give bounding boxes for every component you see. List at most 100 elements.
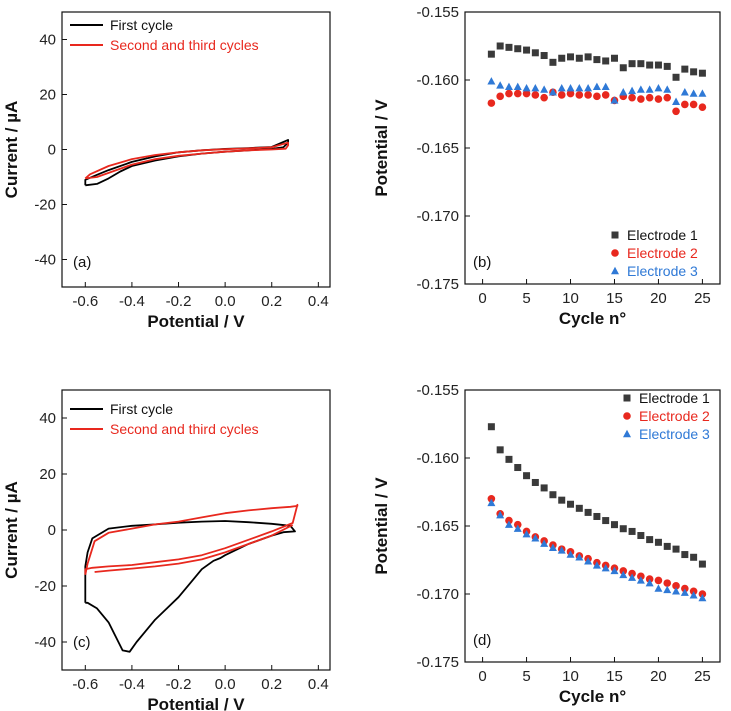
data-point-square <box>619 64 627 72</box>
x-tick-label: 0.4 <box>308 676 329 693</box>
data-point-square <box>496 42 504 50</box>
data-point-square <box>531 49 539 57</box>
data-point-circle <box>531 91 540 99</box>
data-point-triangle <box>496 81 505 89</box>
data-point-triangle <box>566 550 575 558</box>
series-line <box>84 138 290 187</box>
x-tick-label: -0.2 <box>166 676 192 693</box>
data-point-square <box>663 542 671 550</box>
data-point-circle <box>601 91 610 99</box>
x-tick-label: -0.6 <box>72 676 98 693</box>
panel-tag: (d) <box>473 632 491 649</box>
data-point-triangle <box>663 85 672 93</box>
plot-frame <box>61 11 331 288</box>
x-tick-label: 10 <box>562 668 579 685</box>
data-point-circle <box>654 576 663 585</box>
data-point-triangle <box>592 82 601 90</box>
legend-label: Electrode 2 <box>627 245 698 261</box>
legend-label: Electrode 1 <box>627 227 698 243</box>
x-tick-label: 0.0 <box>215 293 236 310</box>
data-point-square <box>637 532 645 540</box>
x-tick-label: 0 <box>478 668 486 685</box>
y-tick-label: -0.175 <box>416 654 459 671</box>
data-point-triangle <box>575 83 584 92</box>
data-point-circle <box>645 93 654 102</box>
x-tick-label: 20 <box>650 668 667 685</box>
x-tick-label: -0.2 <box>166 293 192 310</box>
data-point-square <box>602 517 610 525</box>
data-point-triangle <box>689 89 698 97</box>
panel-b-potential-vs-cycle: 0 5 10 15 20 25 -0.175 -0.170 -0.165 -0.160 -0.155… <box>372 4 721 328</box>
data-point-triangle <box>584 83 593 92</box>
data-point-square <box>593 56 601 64</box>
data-point-square <box>623 394 631 402</box>
plot-frame <box>464 11 721 285</box>
data-point-circle <box>623 412 631 420</box>
y-tick-label: -0.165 <box>416 518 459 535</box>
data-point-triangle <box>557 546 566 554</box>
y-axis-label: Current / µA <box>2 101 21 199</box>
data-point-square <box>610 54 618 62</box>
data-point-square <box>496 446 504 454</box>
data-point-triangle <box>628 86 637 95</box>
data-point-triangle <box>548 88 557 96</box>
data-point-triangle <box>601 563 610 572</box>
y-tick-label: 0 <box>48 522 56 539</box>
x-axis-label: Cycle n° <box>559 309 626 328</box>
data-point-triangle <box>566 83 575 92</box>
x-tick-label: 5 <box>522 290 530 307</box>
panel-a-cyclic-voltammogram: -0.6 -0.4 -0.2 0.0 0.2 0.4 -40 -20 0 20 40 Potentia… <box>2 11 331 331</box>
data-point-square <box>654 538 662 546</box>
data-point-circle <box>505 89 513 98</box>
y-tick-label: -0.165 <box>416 140 459 157</box>
data-point-circle <box>522 89 531 98</box>
data-point-circle <box>681 100 689 109</box>
x-tick-label: 5 <box>522 668 530 685</box>
x-tick-label: 0.2 <box>261 293 282 310</box>
data-point-triangle <box>623 429 631 438</box>
x-tick-label: 15 <box>606 290 623 307</box>
data-point-triangle <box>540 539 549 547</box>
data-point-square <box>558 496 566 504</box>
data-point-square <box>672 73 680 81</box>
x-tick-label: -0.4 <box>119 293 145 310</box>
data-point-triangle <box>601 82 610 90</box>
data-point-circle <box>698 103 707 111</box>
data-point-triangle <box>575 553 584 561</box>
data-point-triangle <box>619 88 628 96</box>
legend-label: Electrode 3 <box>627 263 698 279</box>
data-point-square <box>575 54 583 62</box>
data-point-circle <box>637 95 645 103</box>
x-axis-label: Potential / V <box>147 312 245 331</box>
data-point-triangle <box>698 593 707 602</box>
y-tick-label: -0.160 <box>416 450 459 467</box>
panel-tag: (b) <box>473 254 491 271</box>
data-point-circle <box>663 579 672 587</box>
data-point-triangle <box>610 96 619 104</box>
y-axis-label: Potential / V <box>372 99 391 197</box>
y-tick-label: -20 <box>34 197 56 214</box>
x-tick-label: 25 <box>694 290 711 307</box>
data-point-circle <box>611 249 619 257</box>
y-tick-label: -0.175 <box>416 276 459 293</box>
data-point-square <box>558 54 566 62</box>
data-point-square <box>646 61 654 69</box>
data-point-square <box>487 423 495 431</box>
data-point-square <box>698 69 706 77</box>
data-point-triangle <box>672 587 681 595</box>
y-tick-label: -20 <box>34 578 56 595</box>
data-point-triangle <box>504 82 513 90</box>
data-point-triangle <box>654 584 663 592</box>
data-point-triangle <box>610 566 619 575</box>
data-point-triangle <box>487 498 496 507</box>
data-point-square <box>593 512 601 520</box>
data-point-triangle <box>592 561 601 569</box>
data-point-square <box>602 57 610 65</box>
y-tick-label: -40 <box>34 252 56 269</box>
data-point-triangle <box>513 82 522 90</box>
data-point-square <box>540 484 548 492</box>
legend-label: Electrode 1 <box>639 390 710 406</box>
panel-tag: (a) <box>73 254 91 271</box>
data-point-square <box>540 52 548 60</box>
x-axis-label: Potential / V <box>147 695 245 711</box>
